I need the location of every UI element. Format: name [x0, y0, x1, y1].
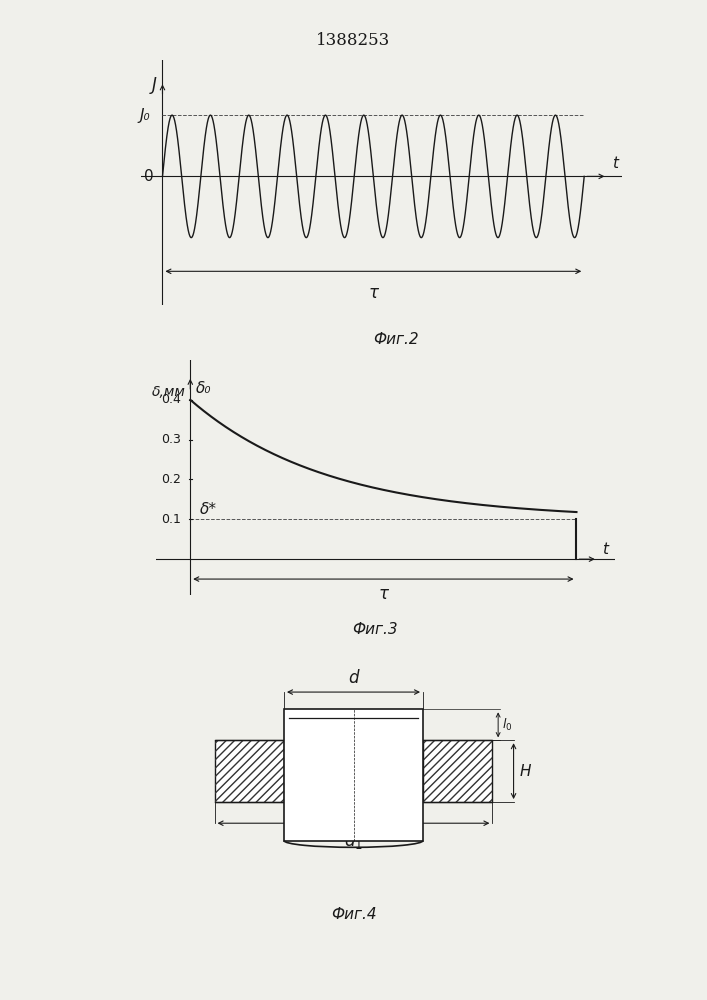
Bar: [423, 740, 492, 802]
Text: d: d: [349, 669, 358, 687]
Text: t: t: [602, 542, 607, 557]
Text: δ*: δ*: [200, 502, 217, 517]
Text: 0: 0: [144, 169, 154, 184]
Text: H: H: [520, 764, 531, 779]
Text: $d_1$: $d_1$: [344, 830, 363, 851]
Bar: [215, 740, 284, 802]
Bar: [215, 740, 284, 802]
Text: 0.4: 0.4: [160, 393, 181, 406]
Text: t: t: [612, 156, 618, 171]
Text: J: J: [151, 76, 156, 94]
Text: Фиг.4: Фиг.4: [331, 907, 376, 922]
Text: 0.1: 0.1: [160, 513, 181, 526]
Text: Фиг.3: Фиг.3: [352, 622, 397, 637]
Text: Фиг.2: Фиг.2: [373, 332, 419, 347]
Text: 0.3: 0.3: [160, 433, 181, 446]
Text: $l_0$: $l_0$: [502, 717, 513, 733]
Text: δ,мм: δ,мм: [152, 385, 186, 399]
Text: J₀: J₀: [139, 108, 150, 123]
Text: δ₀: δ₀: [196, 381, 211, 396]
Text: τ: τ: [378, 585, 388, 603]
Text: 1388253: 1388253: [316, 32, 391, 49]
Text: τ: τ: [368, 284, 378, 302]
Bar: [284, 709, 423, 841]
Text: 0.2: 0.2: [160, 473, 181, 486]
Bar: [423, 740, 492, 802]
